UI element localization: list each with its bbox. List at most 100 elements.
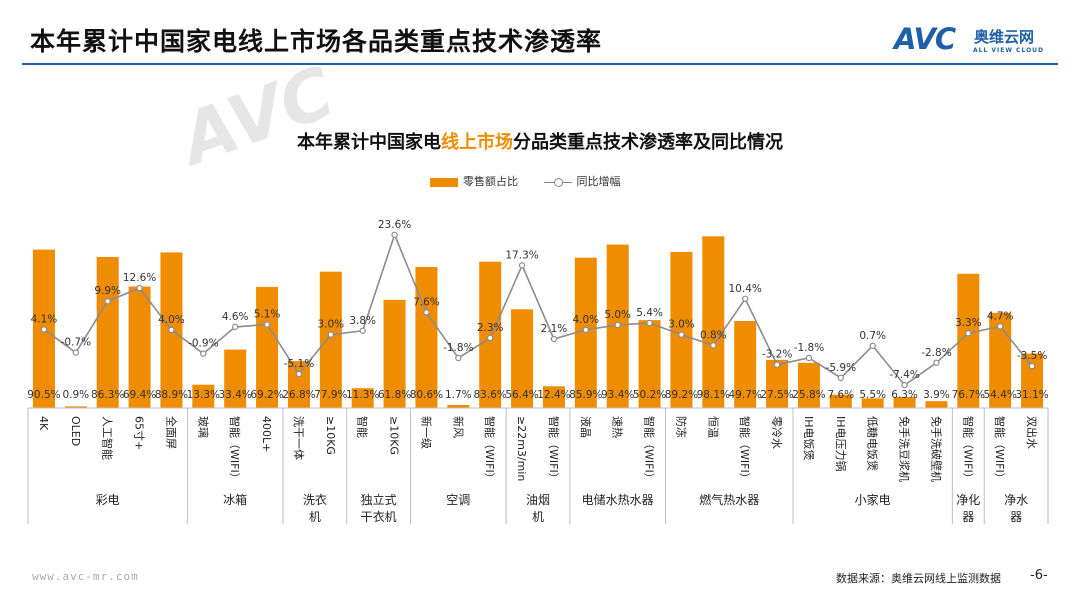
bar-9 xyxy=(319,271,342,408)
yoy-point-16 xyxy=(550,335,558,343)
group-label-2-b: 机 xyxy=(309,510,321,524)
bar-22 xyxy=(734,321,757,408)
yoy-point-18 xyxy=(614,321,621,329)
yoy-label-12: 7.6% xyxy=(413,296,440,308)
yoy-label-31: -3.5% xyxy=(1017,350,1047,362)
group-label-3-a: 独立式 xyxy=(361,492,397,507)
title-rule xyxy=(22,63,1058,65)
category-label-7: 400L+ xyxy=(260,416,273,452)
chart-title-part-2: 分品类重点技术渗透率及同比情况 xyxy=(513,132,783,153)
group-label-7: 燃气热水器 xyxy=(699,492,759,507)
yoy-label-27: -7.4% xyxy=(889,369,919,381)
avc-logo: AVC 奥维云网 ALL VIEW CLOUD xyxy=(894,22,1064,62)
category-label-29: 智能（WIFI） xyxy=(961,416,975,484)
yoy-point-13 xyxy=(455,354,462,362)
bar-29 xyxy=(957,273,980,408)
share-label-14: 83.6% xyxy=(474,389,507,401)
bar-6 xyxy=(224,349,247,408)
share-label-3: 69.4% xyxy=(123,389,156,401)
category-label-24: IH电饭煲 xyxy=(802,416,815,461)
yoy-label-18: 5.0% xyxy=(604,309,631,321)
yoy-label-23: -3.2% xyxy=(762,349,792,361)
yoy-label-1: -0.7% xyxy=(61,337,91,349)
logo-cn-name: 奥维云网 xyxy=(974,28,1035,46)
share-label-0: 90.5% xyxy=(27,389,60,401)
bar-3 xyxy=(128,286,151,408)
category-label-31: 双出水 xyxy=(1025,416,1039,449)
category-label-1: OLED xyxy=(69,416,82,446)
bar-25 xyxy=(829,394,852,408)
category-label-15: ≥22m3/min xyxy=(515,416,528,481)
group-label-4: 空调 xyxy=(446,493,470,507)
yoy-label-20: 3.0% xyxy=(668,319,695,331)
legend: 零售额占比 同比增幅 xyxy=(430,173,621,189)
yoy-label-14: 2.3% xyxy=(477,322,504,334)
category-label-17: 液晶 xyxy=(579,416,593,438)
share-label-9: 77.9% xyxy=(314,389,347,401)
yoy-point-20 xyxy=(678,331,685,338)
footer-url: www.avc-mr.com xyxy=(32,570,139,583)
chart: 90.5% 0.9% 86.3%69.4%88.9%13.3%33.4%69.2%2… xyxy=(27,219,1049,524)
yoy-label-8: -5.1% xyxy=(284,358,314,370)
yoy-label-4: 4.0% xyxy=(158,314,185,326)
category-label-0: 4K xyxy=(37,416,50,431)
share-label-19: 50.2% xyxy=(633,389,666,401)
yoy-label-13: -1.8% xyxy=(443,342,473,354)
category-label-4: 全面屏 xyxy=(164,416,178,449)
category-label-11: ≥10KG xyxy=(388,416,401,455)
category-label-27: 免手洗豆浆机 xyxy=(898,416,912,482)
category-label-6: 智能（WIFI） xyxy=(228,416,242,484)
share-label-8: 26.8% xyxy=(282,389,315,401)
yoy-line xyxy=(43,232,1033,387)
bar-5 xyxy=(192,384,215,408)
chart-title: 本年累计中国家电线上市场分品类重点技术渗透率及同比情况 xyxy=(0,128,1080,154)
yoy-label-0: 4.1% xyxy=(31,313,58,325)
yoy-label-25: -5.9% xyxy=(826,362,856,374)
bar-23 xyxy=(766,359,789,408)
bar-26 xyxy=(861,398,884,408)
yoy-point-31 xyxy=(1028,362,1036,370)
share-label-4: 88.9% xyxy=(155,389,188,401)
yoy-point-19 xyxy=(646,319,653,327)
bar-14 xyxy=(479,261,502,408)
yoy-point-3 xyxy=(136,284,143,292)
logo-mark: AVC xyxy=(894,22,956,56)
bar-21 xyxy=(702,236,725,408)
category-label-16: 智能（WIFI） xyxy=(547,416,561,484)
bar-8 xyxy=(287,361,310,408)
yoy-point-11 xyxy=(391,231,398,238)
bar-10 xyxy=(351,388,374,408)
category-label-2: 人工智能 xyxy=(101,416,115,460)
category-label-5: 玻璃 xyxy=(196,416,210,438)
category-label-12: 新一级 xyxy=(419,416,433,449)
group-label-8: 小家电 xyxy=(855,492,891,507)
yoy-label-24: -1.8% xyxy=(794,342,824,354)
bar-1 xyxy=(64,406,87,408)
yoy-label-21: 0.8% xyxy=(700,329,727,341)
share-label-6: 33.4% xyxy=(219,389,252,401)
data-source: 数据来源：奥维云网线上监测数据 xyxy=(836,572,1001,585)
legend-line-swatch xyxy=(543,177,572,187)
yoy-label-28: -2.8% xyxy=(921,347,951,359)
yoy-point-30 xyxy=(996,323,1004,330)
yoy-label-16: 2.1% xyxy=(541,323,568,335)
group-label-1: 冰箱 xyxy=(223,492,247,507)
group-label-2-a: 洗衣 xyxy=(303,492,327,507)
bar-12 xyxy=(415,266,438,408)
share-label-5: 13.3% xyxy=(187,389,220,401)
yoy-point-26 xyxy=(869,342,876,350)
chart-title-highlight: 线上市场 xyxy=(441,132,513,153)
category-label-8: 洗干一体 xyxy=(292,416,306,460)
bar-19 xyxy=(638,320,661,408)
yoy-point-15 xyxy=(518,262,526,269)
yoy-point-1 xyxy=(72,349,80,356)
bar-30 xyxy=(989,312,1012,408)
yoy-label-30: 4.7% xyxy=(987,310,1014,322)
share-label-2: 86.3% xyxy=(91,389,124,401)
yoy-label-9: 3.0% xyxy=(317,319,344,331)
yoy-point-29 xyxy=(965,330,972,337)
chart-title-part-1: 本年累计中国家电 xyxy=(297,132,441,153)
logo-en-name: ALL VIEW CLOUD xyxy=(973,47,1045,54)
group-label-6: 电储水热水器 xyxy=(582,492,654,507)
share-label-24: 25.8% xyxy=(792,389,825,401)
